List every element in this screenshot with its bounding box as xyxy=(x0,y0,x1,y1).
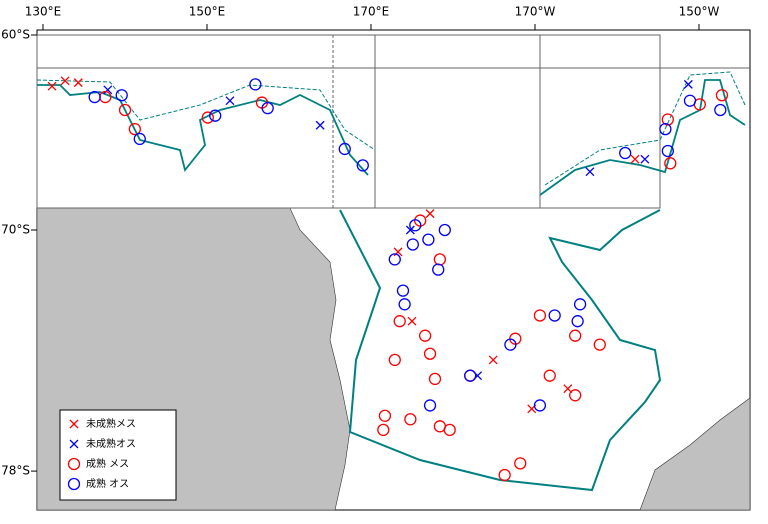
marker-circle xyxy=(338,142,351,156)
marker-circle xyxy=(661,113,674,126)
y-tick-label: 70°S xyxy=(1,223,30,237)
marker-circle xyxy=(67,477,81,491)
x-tick-label: 170°W xyxy=(515,5,556,19)
marker-circle xyxy=(504,338,517,351)
marker-circle xyxy=(249,78,262,91)
marker-circle xyxy=(593,338,606,351)
marker-x xyxy=(585,167,595,177)
marker-circle xyxy=(619,146,632,160)
marker-x xyxy=(103,85,113,95)
inset-shelf xyxy=(36,79,376,151)
marker-circle xyxy=(659,122,672,136)
marker-circle xyxy=(404,413,417,426)
marker-x xyxy=(47,81,57,91)
inset-coast xyxy=(37,84,369,176)
marker-circle xyxy=(569,389,582,402)
marker-x xyxy=(405,225,415,235)
marker-circle xyxy=(118,103,132,117)
marker-circle xyxy=(464,369,477,382)
marker-circle xyxy=(406,238,419,251)
marker-circle xyxy=(388,253,401,266)
marker-circle xyxy=(396,284,410,297)
marker-circle xyxy=(115,89,128,102)
legend-label: 成熟 オス xyxy=(86,477,129,490)
marker-circle xyxy=(432,263,445,276)
marker-circle xyxy=(661,144,674,158)
marker-circle xyxy=(261,101,274,115)
marker-circle xyxy=(409,219,422,232)
marker-x xyxy=(425,209,435,219)
legend-label: 未成熟オス xyxy=(86,437,136,450)
marker-circle xyxy=(573,298,587,311)
marker-x xyxy=(315,120,325,130)
marker-circle xyxy=(571,315,584,328)
marker-circle xyxy=(664,157,677,170)
marker-circle xyxy=(418,329,432,342)
legend-label: 成熟 メス xyxy=(86,457,129,470)
marker-circle xyxy=(548,309,561,322)
marker-circle xyxy=(378,409,392,422)
ice-shelf-edge xyxy=(339,209,662,492)
marker-circle xyxy=(133,132,146,146)
marker-x xyxy=(407,316,417,326)
marker-circle xyxy=(423,347,437,360)
marker-x xyxy=(73,78,83,88)
marker-circle xyxy=(67,457,81,471)
marker-circle xyxy=(428,372,442,386)
marker-circle xyxy=(356,159,369,172)
y-tick-label: 60°S xyxy=(1,28,30,42)
marker-circle xyxy=(393,315,406,328)
marker-x xyxy=(69,419,79,429)
marker-circle xyxy=(388,353,401,367)
marker-circle xyxy=(377,423,390,437)
marker-circle xyxy=(514,457,527,470)
marker-circle xyxy=(438,223,451,237)
marker-circle xyxy=(398,298,411,311)
inset-coast xyxy=(539,79,746,196)
marker-circle xyxy=(714,103,727,117)
marker-x xyxy=(60,76,70,86)
marker-circle xyxy=(128,122,141,136)
marker-circle xyxy=(201,111,214,124)
x-tick-label: 150°E xyxy=(189,5,226,19)
x-tick-label: 150°W xyxy=(679,5,720,19)
marker-x xyxy=(563,384,573,394)
x-tick-label: 170°E xyxy=(353,5,390,19)
inset xyxy=(36,34,661,209)
marker-circle xyxy=(715,89,729,102)
marker-circle xyxy=(423,399,437,412)
marker-x xyxy=(683,79,693,89)
land xyxy=(639,397,751,511)
marker-circle xyxy=(88,90,101,104)
marker-circle xyxy=(422,233,435,246)
marker-circle xyxy=(443,423,456,437)
marker-x xyxy=(488,355,498,365)
x-tick-label: 130°E xyxy=(25,5,62,19)
marker-circle xyxy=(533,309,547,322)
marker-x xyxy=(640,154,650,164)
legend-label: 未成熟メス xyxy=(86,417,136,430)
marker-circle xyxy=(533,399,547,412)
marker-circle xyxy=(543,369,556,382)
marker-circle xyxy=(569,329,582,342)
inset-shelf xyxy=(544,71,746,186)
y-tick-label: 78°S xyxy=(1,464,30,478)
marker-circle xyxy=(209,109,222,122)
marker-circle xyxy=(683,94,697,107)
marker-x xyxy=(630,154,640,164)
marker-x xyxy=(225,96,235,106)
marker-circle xyxy=(498,468,511,482)
marker-x xyxy=(69,439,79,449)
